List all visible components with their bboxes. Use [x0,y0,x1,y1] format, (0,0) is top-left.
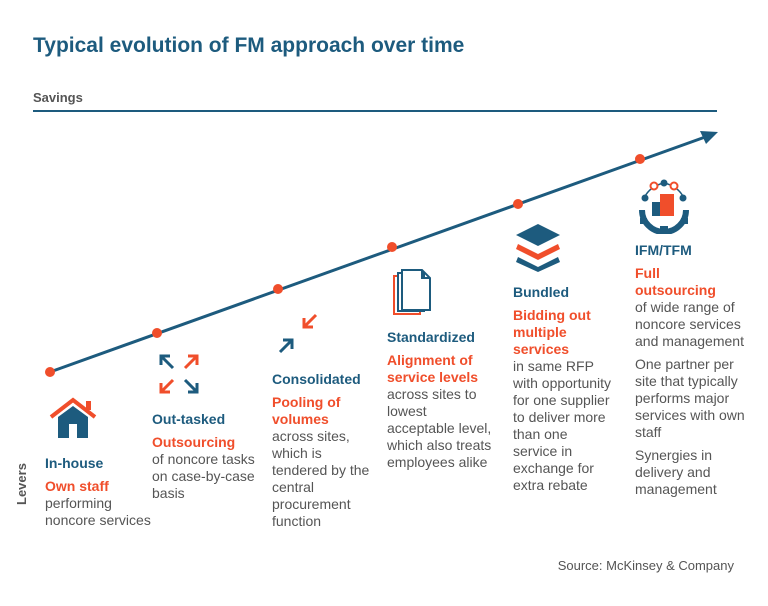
stage-description: across sites to lowest acceptable level,… [387,386,492,470]
savings-axis-line [33,110,717,112]
stage-dot [635,154,645,164]
expand-arrows-icon [159,354,199,394]
stage-description: in same RFP with opportunity for one sup… [513,358,612,493]
stage-title: IFM/TFM [635,242,692,258]
stage-highlight: Outsourcing [152,434,236,450]
savings-label: Savings [33,90,83,105]
arrow-head-icon [700,131,718,144]
stage-description: Synergies in delivery and management [635,447,717,497]
stage-dot [387,242,397,252]
stage-description: performing noncore services [45,495,151,528]
stage-dot [273,284,283,294]
stage-bundled: Bundled Bidding out multiple services in… [513,284,613,500]
stage-consolidated: Consolidated Pooling of volumes across s… [272,371,377,536]
stage-standardized: Standardized Alignment of service levels… [387,329,497,477]
stage-highlight: Full outsourcing [635,265,716,298]
stage-title: Bundled [513,284,569,300]
stage-highlight: Alignment of service levels [387,352,479,385]
page-title: Typical evolution of FM approach over ti… [33,34,465,57]
stage-highlight: Pooling of volumes [272,394,341,427]
stage-in-house: In-house Own staff performing noncore se… [45,455,165,535]
stage-highlight: Bidding out multiple services [513,307,591,357]
stage-description: of wide range of noncore services and ma… [635,299,744,349]
stage-title: Standardized [387,329,475,345]
stage-dot [513,199,523,209]
gear-building-icon [639,179,689,234]
source-note: Source: McKinsey & Company [557,558,734,573]
stage-dot [152,328,162,338]
stage-title: In-house [45,455,104,471]
stage-ifm-tfm: IFM/TFM Full outsourcing of wide range o… [635,242,747,504]
stage-description: of noncore tasks on case-by-case basis [152,451,255,501]
stage-title: Consolidated [272,371,361,387]
house-icon [49,397,97,438]
stage-description: across sites, which is tendered by the c… [272,428,370,529]
stage-title: Out-tasked [152,411,226,427]
stage-dot [45,367,55,377]
stage-out-tasked: Out-tasked Outsourcing of noncore tasks … [152,411,257,508]
layers-icon [516,224,560,272]
stage-description: One partner per site that typically perf… [635,356,745,440]
documents-icon [393,269,431,315]
stage-highlight: Own staff [45,478,109,494]
converge-arrows-icon [278,313,318,354]
